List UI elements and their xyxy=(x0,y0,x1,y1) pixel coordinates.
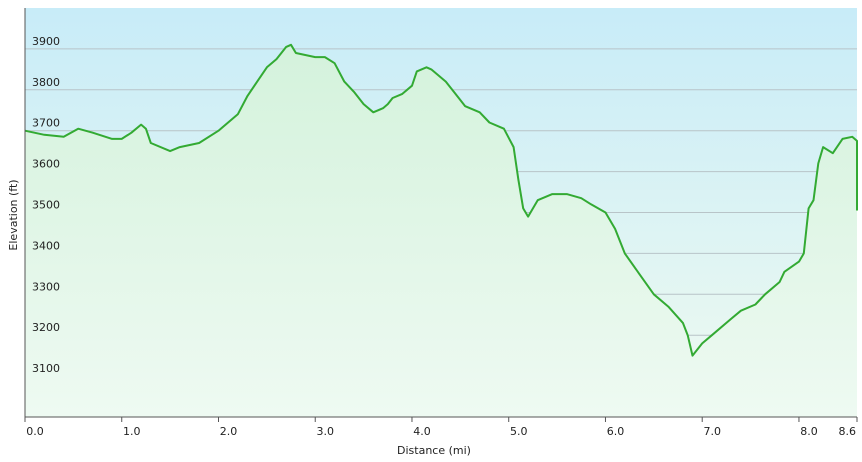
x-tick-label: 3.0 xyxy=(316,425,334,438)
plot xyxy=(24,43,858,418)
x-axis-label: Distance (mi) xyxy=(397,444,471,457)
y-tick-label: 3800 xyxy=(32,76,60,89)
y-tick-label: 3900 xyxy=(32,35,60,48)
elevation-line xyxy=(24,43,858,357)
area xyxy=(25,44,857,418)
x-tick-label: 2.0 xyxy=(220,425,238,438)
y-tick-label: 3500 xyxy=(32,199,60,212)
x-tick-label: 5.0 xyxy=(510,425,528,438)
x-tick-label: 4.0 xyxy=(413,425,431,438)
x-tick-label: 8.0 xyxy=(800,425,818,438)
y-axis-label: Elevation (ft) xyxy=(7,179,20,250)
x-tick-label: 7.0 xyxy=(703,425,721,438)
x-tick-label: 8.6 xyxy=(839,425,857,438)
y-tick-label: 3600 xyxy=(32,158,60,171)
x-tick-label: 0.0 xyxy=(26,425,44,438)
y-tick-label: 3700 xyxy=(32,117,60,130)
y-tick-label: 3100 xyxy=(32,362,60,375)
x-tick-label: 6.0 xyxy=(607,425,625,438)
x-tick-label: 1.0 xyxy=(123,425,141,438)
y-tick-label: 3300 xyxy=(32,280,60,293)
y-tick-label: 3200 xyxy=(32,321,60,334)
y-tick-label: 3400 xyxy=(32,239,60,252)
